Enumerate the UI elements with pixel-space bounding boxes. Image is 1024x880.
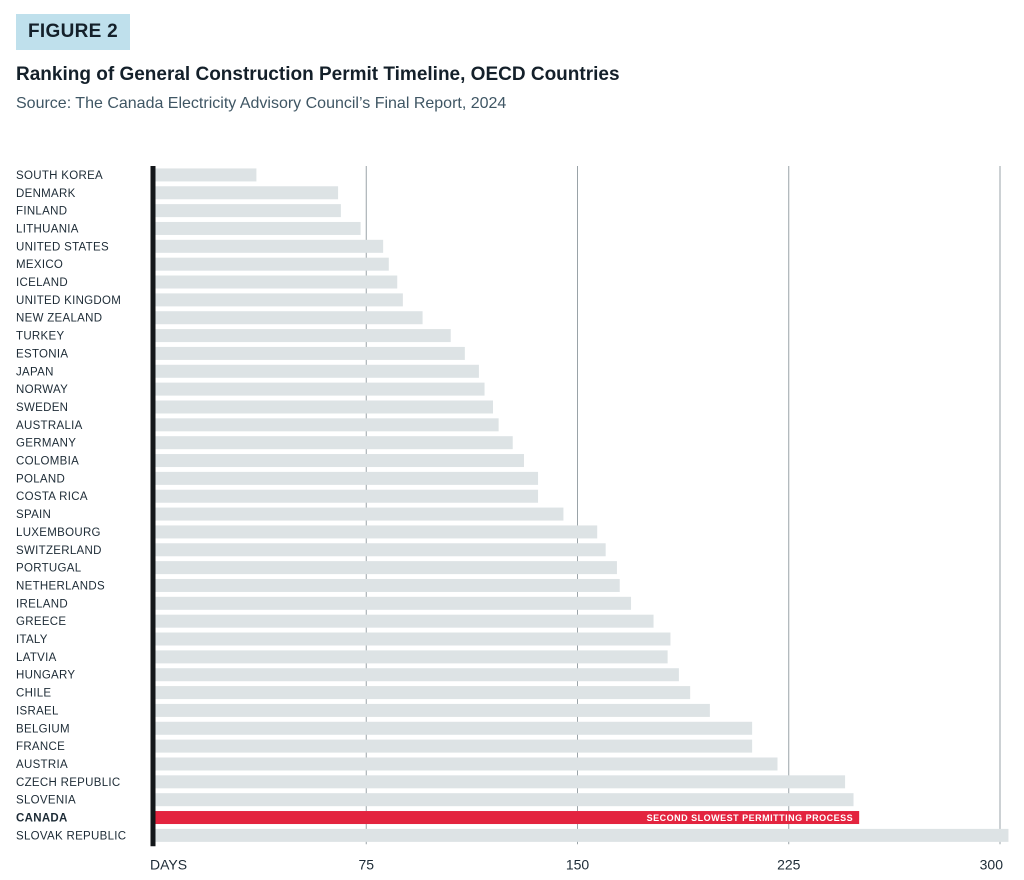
category-label: POLAND [16, 473, 65, 485]
bars: SECOND SLOWEST PERMITTING PROCESS [155, 168, 1009, 842]
category-label: UNITED STATES [16, 241, 109, 253]
category-label: HUNGARY [16, 670, 75, 682]
x-tick-label: 225 [777, 856, 801, 872]
bar [155, 364, 479, 378]
category-label: LUXEMBOURG [16, 527, 101, 539]
bar [155, 168, 257, 182]
category-label: COLOMBIA [16, 456, 79, 468]
bar [155, 578, 620, 592]
category-label: GERMANY [16, 438, 76, 450]
bar [155, 525, 598, 539]
category-label: SWITZERLAND [16, 545, 102, 557]
category-label: FINLAND [16, 206, 67, 218]
bar [155, 775, 846, 789]
category-label: AUSTRIA [16, 759, 68, 771]
bar [155, 204, 341, 218]
category-label: CHILE [16, 688, 51, 700]
category-label: GREECE [16, 616, 66, 628]
category-label: SOUTH KOREA [16, 170, 103, 182]
bar [155, 561, 617, 575]
category-label: SLOVENIA [16, 795, 76, 807]
category-label: SLOVAK REPUBLIC [16, 830, 126, 842]
bar [155, 382, 485, 396]
category-label: MEXICO [16, 259, 63, 271]
x-tick-label: 300 [980, 856, 1004, 872]
bar-highlight [155, 811, 860, 825]
bar [155, 471, 539, 485]
category-label: BELGIUM [16, 723, 70, 735]
bar [155, 293, 403, 307]
bar [155, 436, 513, 450]
bar [155, 489, 539, 503]
category-label: NORWAY [16, 384, 68, 396]
chart-subtitle: Source: The Canada Electricity Advisory … [16, 95, 507, 112]
x-axis-ticks: DAYS 75 150 225 300 [150, 856, 1003, 872]
category-label: ESTONIA [16, 348, 68, 360]
bar [155, 257, 389, 271]
bar [155, 346, 465, 360]
bar [155, 186, 339, 200]
bar [155, 311, 423, 325]
bar [155, 418, 499, 432]
bar [155, 793, 854, 807]
category-label: CZECH REPUBLIC [16, 777, 121, 789]
bar [155, 828, 1009, 842]
bar [155, 721, 753, 735]
bar [155, 543, 606, 557]
category-label: ITALY [16, 634, 48, 646]
category-label: ISRAEL [16, 705, 59, 717]
category-label: IRELAND [16, 598, 68, 610]
category-label: COSTA RICA [16, 491, 88, 503]
bar [155, 703, 710, 717]
bar [155, 239, 384, 253]
category-label: PORTUGAL [16, 563, 82, 575]
bar [155, 454, 524, 468]
bar [155, 507, 564, 521]
bar [155, 739, 753, 753]
bar [155, 221, 361, 235]
bar [155, 686, 691, 700]
bar [155, 614, 654, 628]
bar [155, 632, 671, 646]
category-label: FRANCE [16, 741, 65, 753]
x-tick-label: 150 [566, 856, 590, 872]
x-axis-label: DAYS [150, 856, 187, 872]
category-labels: SOUTH KOREA DENMARK FINLAND LITHUANIA UNITED… [16, 170, 126, 842]
category-label: AUSTRALIA [16, 420, 83, 432]
bar [155, 650, 668, 664]
category-label: UNITED KINGDOM [16, 295, 121, 307]
bar [155, 757, 778, 771]
category-label: LATVIA [16, 652, 57, 664]
chart-title: Ranking of General Construction Permit T… [16, 64, 620, 85]
category-label: SWEDEN [16, 402, 68, 414]
category-label: JAPAN [16, 366, 54, 378]
category-label: NEW ZEALAND [16, 313, 102, 325]
bar [155, 668, 679, 682]
category-label: SPAIN [16, 509, 51, 521]
bar-annotation: SECOND SLOWEST PERMITTING PROCESS [647, 813, 854, 823]
category-label: NETHERLANDS [16, 580, 105, 592]
category-label: LITHUANIA [16, 223, 79, 235]
bar [155, 596, 632, 610]
category-label: DENMARK [16, 188, 76, 200]
bar [155, 400, 493, 414]
category-label: TURKEY [16, 331, 64, 343]
category-label: ICELAND [16, 277, 68, 289]
x-tick-label: 75 [358, 856, 374, 872]
bar [155, 275, 398, 289]
category-label: CANADA [16, 813, 68, 825]
figure-label: FIGURE 2 [16, 14, 131, 50]
bar [155, 329, 451, 343]
